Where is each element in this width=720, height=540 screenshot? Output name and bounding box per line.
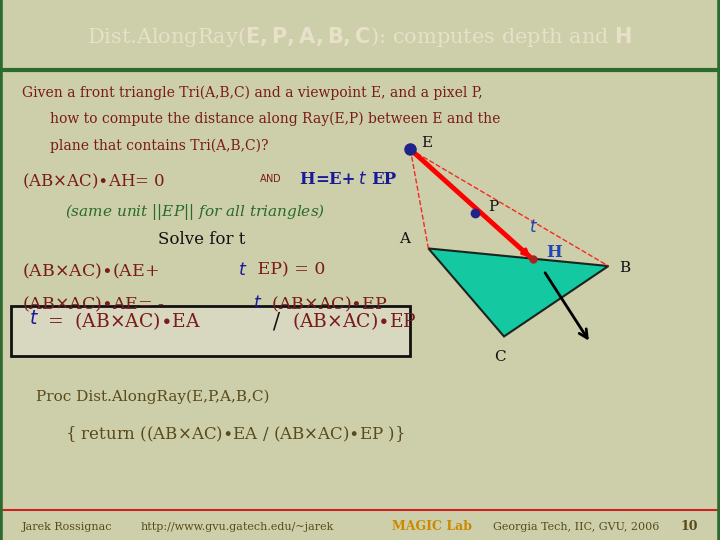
Text: (AB$\times$AC)$\bullet$EP: (AB$\times$AC)$\bullet$EP [292, 310, 416, 332]
Text: H: H [546, 244, 562, 261]
Polygon shape [428, 248, 608, 336]
Text: (AB$\times$AC)$\bullet$EP: (AB$\times$AC)$\bullet$EP [266, 295, 388, 314]
Text: Proc Dist.AlongRay(E,P,A,B,C): Proc Dist.AlongRay(E,P,A,B,C) [36, 389, 269, 404]
Text: Georgia Tech, IIC, GVU, 2006: Georgia Tech, IIC, GVU, 2006 [492, 522, 660, 532]
Text: B: B [619, 261, 630, 275]
Text: =  (AB$\times$AC)$\bullet$EA: = (AB$\times$AC)$\bullet$EA [47, 310, 201, 332]
Text: $_{\rm AND}$: $_{\rm AND}$ [259, 171, 282, 185]
Text: EP: EP [371, 171, 396, 188]
Text: plane that contains Tri(A,B,C)?: plane that contains Tri(A,B,C)? [50, 138, 269, 153]
Text: Dist.AlongRay($\mathbf{E, P, A, B, C}$): computes depth and $\mathbf{H}$: Dist.AlongRay($\mathbf{E, P, A, B, C}$):… [88, 24, 632, 49]
Text: $t$: $t$ [238, 262, 247, 279]
Text: (AB$\times$AC)$\bullet$(AE+: (AB$\times$AC)$\bullet$(AE+ [22, 262, 158, 281]
Text: EP) = 0: EP) = 0 [252, 262, 325, 279]
Text: /: / [266, 310, 287, 332]
Text: (same unit $||$EP$||$ for all triangles): (same unit $||$EP$||$ for all triangles) [65, 202, 325, 222]
Text: $t$: $t$ [248, 295, 264, 312]
Text: E: E [421, 136, 432, 150]
Text: $t$: $t$ [358, 171, 367, 188]
Text: 10: 10 [681, 520, 698, 533]
Text: Jarek Rossignac: Jarek Rossignac [22, 522, 112, 532]
Text: P: P [488, 200, 498, 214]
Text: =E+: =E+ [315, 171, 356, 188]
Text: (AB$\times$AC)$\bullet$AH= 0: (AB$\times$AC)$\bullet$AH= 0 [22, 171, 165, 191]
Text: http://www.gvu.gatech.edu/~jarek: http://www.gvu.gatech.edu/~jarek [141, 522, 334, 532]
Text: (AB$\times$AC)$\bullet$AE= -: (AB$\times$AC)$\bullet$AE= - [22, 295, 164, 314]
Text: A: A [400, 232, 410, 246]
FancyBboxPatch shape [11, 306, 410, 356]
Text: Given a front triangle Tri(A,B,C) and a viewpoint E, and a pixel P,: Given a front triangle Tri(A,B,C) and a … [22, 86, 482, 100]
Text: C: C [495, 350, 506, 363]
Text: how to compute the distance along Ray(E,P) between E and the: how to compute the distance along Ray(E,… [50, 112, 501, 126]
Text: H: H [299, 171, 315, 188]
Text: MAGIC Lab: MAGIC Lab [392, 520, 472, 533]
Text: { return ((AB$\times$AC)$\bullet$EA / (AB$\times$AC)$\bullet$EP )}: { return ((AB$\times$AC)$\bullet$EA / (A… [65, 424, 405, 444]
Text: $t$: $t$ [529, 219, 539, 236]
Text: Solve for t: Solve for t [158, 231, 246, 248]
Text: $t$: $t$ [29, 310, 39, 328]
